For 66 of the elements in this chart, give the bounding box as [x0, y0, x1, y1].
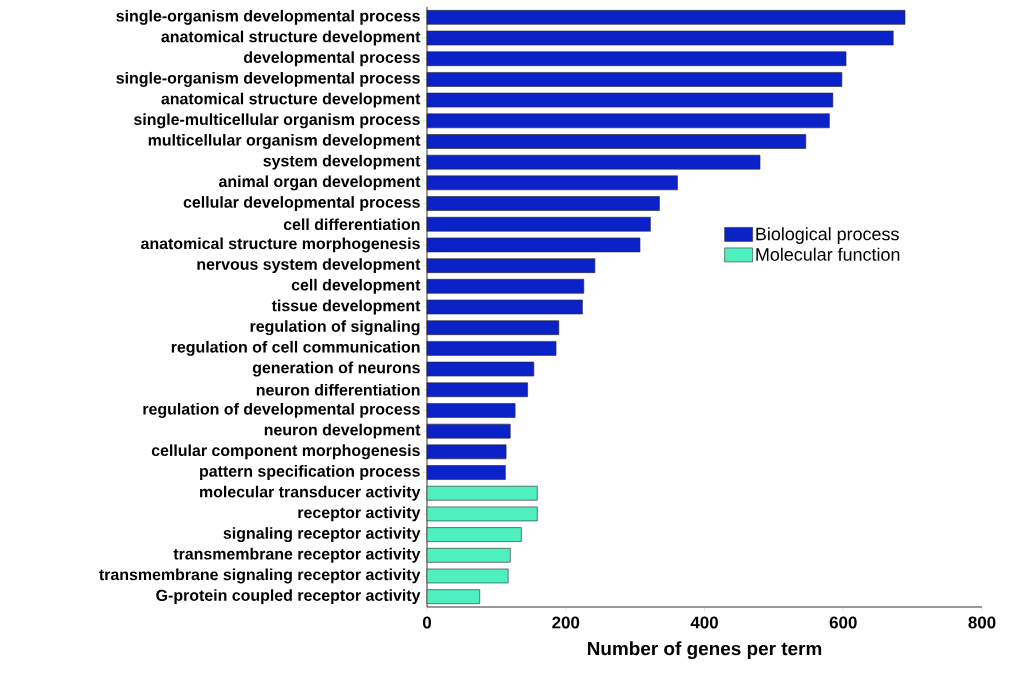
- x-tick-label: 400: [690, 616, 718, 629]
- bar: [426, 237, 641, 253]
- bar: [426, 196, 660, 211]
- y-tick-label: generation of neurons: [252, 361, 420, 377]
- bar: [426, 216, 651, 232]
- bar: [426, 506, 538, 522]
- y-tick-label: developmental process: [243, 51, 420, 67]
- x-tick-label: 200: [552, 616, 580, 629]
- bar: [426, 547, 511, 563]
- bar: [426, 134, 807, 149]
- y-tick-label: cellular component morphogenesis: [151, 444, 420, 460]
- bar: [426, 299, 583, 315]
- y-tick-label: single-organism developmental process: [116, 71, 420, 87]
- bar: [426, 527, 522, 542]
- bar: [426, 403, 516, 418]
- bar: [426, 382, 528, 398]
- bar: [426, 154, 761, 170]
- bar: [426, 92, 834, 108]
- y-tick-label: signaling receptor activity: [223, 527, 421, 543]
- y-tick-label: tissue development: [271, 299, 421, 315]
- y-tick-label: transmembrane signaling receptor activity: [99, 568, 421, 584]
- y-tick-label: animal organ development: [218, 175, 421, 191]
- x-tick-label: 800: [968, 616, 996, 629]
- bar: [426, 279, 585, 294]
- bar: [426, 444, 507, 460]
- y-tick-label: multicellular organism development: [148, 134, 421, 149]
- y-tick-label: cell development: [291, 278, 421, 294]
- y-tick-label: anatomical structure development: [161, 92, 421, 108]
- y-tick-label: single-organism developmental process: [116, 9, 420, 25]
- y-tick-label: single-multicellular organism process: [134, 113, 420, 129]
- bar: [426, 341, 557, 356]
- y-tick-label: nervous system development: [197, 258, 421, 274]
- y-tick-label: molecular transducer activity: [200, 485, 421, 501]
- y-tick-label: cellular developmental process: [183, 196, 420, 211]
- y-tick-label: neuron development: [264, 423, 421, 439]
- bar: [426, 568, 509, 584]
- bar: [426, 10, 906, 25]
- y-tick-label: G-protein coupled receptor activity: [156, 589, 421, 605]
- legend-label: Molecular function: [756, 247, 900, 261]
- x-tick-label: 0: [422, 616, 432, 629]
- legend-label: Biological process: [756, 227, 899, 244]
- x-tick-label: 600: [829, 616, 857, 629]
- bar: [426, 589, 481, 604]
- bar: [426, 465, 506, 480]
- y-tick-label: anatomical structure morphogenesis: [141, 237, 420, 253]
- bar: [426, 320, 560, 335]
- bar: [426, 72, 843, 87]
- y-tick-label: receptor activity: [298, 506, 421, 522]
- bar: [426, 485, 538, 501]
- bar: [426, 361, 535, 377]
- y-tick-label: neuron differentiation: [256, 383, 420, 396]
- bar: [426, 423, 511, 439]
- y-tick-label: regulation of cell communication: [171, 340, 420, 356]
- bar: [426, 113, 830, 129]
- y-tick-label: regulation of developmental process: [143, 402, 420, 418]
- bar: [426, 175, 678, 191]
- y-tick-label: cell differentiation: [283, 218, 420, 231]
- y-tick-label: pattern specification process: [200, 465, 420, 480]
- bar: [426, 30, 894, 46]
- bar: [426, 258, 596, 273]
- y-tick-label: anatomical structure development: [161, 30, 421, 46]
- y-tick-label: regulation of signaling: [250, 320, 420, 336]
- y-tick-label: system development: [263, 154, 421, 170]
- bar: [426, 51, 847, 67]
- x-axis-title: Number of genes per term: [587, 641, 822, 660]
- y-tick-label: transmembrane receptor activity: [173, 547, 421, 563]
